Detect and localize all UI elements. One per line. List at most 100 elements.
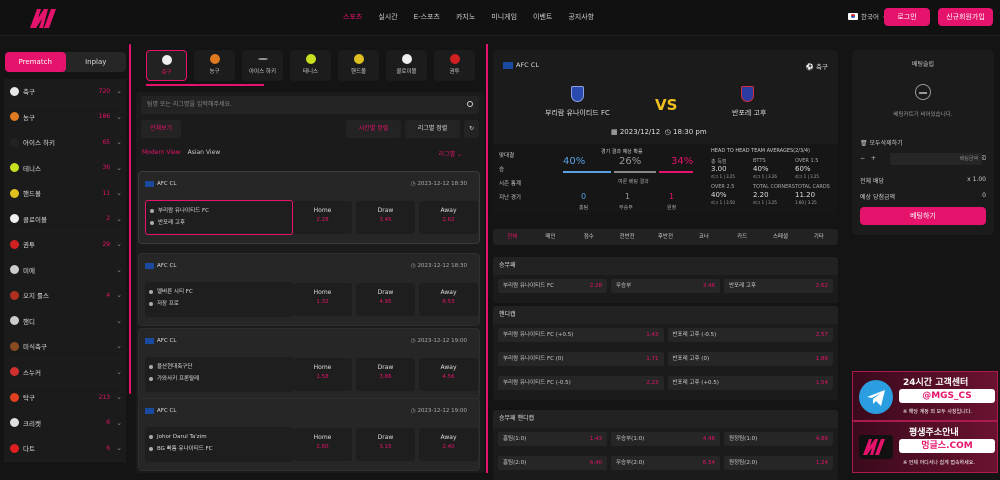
stat-label-last[interactable]: 지난 경기 [499,195,521,201]
plus-icon[interactable]: + [870,155,876,162]
sidebar-item-sport[interactable]: 농구 186 ⌄ [4,104,126,130]
odds-button[interactable]: Draw 3.86 [356,358,415,391]
match-list-scrollbar[interactable] [486,44,488,473]
odds-button[interactable]: Home 1.32 [293,283,352,316]
odds-button[interactable]: 부리람 유나이티드 FC (-0.5) 2.23 [498,376,664,390]
clear-all-button[interactable]: 🗑 모두삭제하기 [860,140,903,147]
tab-market[interactable]: 스페셜 [772,234,789,240]
odds-button[interactable]: Home 1.58 [293,358,352,391]
show-all-button[interactable]: 전체보기 [141,120,181,138]
nav-live[interactable]: 실시간 [378,13,398,21]
sidebar-item-sport[interactable]: 핸디 ⌄ [4,308,126,334]
odds-button[interactable]: 부리람 유나이티드 FC (+0.5) 1.43 [498,328,664,342]
tab-market[interactable]: 전체 [507,234,518,240]
tab-prematch[interactable]: Prematch [5,52,66,72]
signup-button[interactable]: 신규회원가입 [938,8,993,26]
odds-button[interactable]: 부리람 유나이티드 FC 2.28 [498,279,607,293]
modern-view-option[interactable]: Modern View [142,149,181,156]
odds-button[interactable]: 무승부 3.46 [611,279,720,293]
asian-view-option[interactable]: Asian View [187,149,221,156]
sidebar-item-sport[interactable]: 미에 ⌄ [4,257,126,283]
sidebar-item-sport[interactable]: 다트 6 ⌄ [4,436,126,462]
stat-label-win[interactable]: 승 [499,167,505,173]
nav-minigame[interactable]: 미니게임 [491,13,518,21]
match-card[interactable]: AFC CL ◷ 2023-12-12 19:00 울산현대축구단 가와사키 프론탈레… [138,328,480,401]
tab-market[interactable]: 카드 [737,234,748,240]
sort-by-time-button[interactable]: 시간별 정렬 [346,120,401,138]
sidebar-item-sport[interactable]: 크리켓 6 ⌄ [4,410,126,436]
stake-input[interactable]: 베팅금액 [890,153,982,165]
odds-button[interactable]: 반포레 고후 (0) 1.86 [667,352,833,366]
sidebar-item-sport[interactable]: 스누커 ⌄ [4,359,126,385]
sidebar-item-sport[interactable]: 아이스 하키 65 ⌄ [4,130,126,156]
odds-button[interactable]: 원정팀(1:0) 4.86 [724,432,833,446]
sidebar-scrollbar[interactable] [129,44,131,394]
search-input[interactable]: 팀명 또는 리그명을 입력해주세요. [141,96,479,114]
odds-button[interactable]: 원정팀(2:0) 1.24 [724,456,833,470]
sport-tab[interactable]: 핸드볼 [338,50,379,81]
odds-button[interactable]: Draw 3.15 [356,428,415,461]
search-icon[interactable] [467,101,473,107]
odds-button[interactable]: 반포레 고후 2.62 [724,279,833,293]
tab-market[interactable]: 점수 [583,234,594,240]
odds-button[interactable]: Away 2.62 [419,201,478,234]
odds-button[interactable]: Home 2.60 [293,428,352,461]
sport-tab[interactable]: 권투 [434,50,475,81]
sport-tab[interactable]: 농구 [194,50,235,81]
odds-button[interactable]: 부리람 유나이티드 FC (0) 1.71 [498,352,664,366]
sidebar-item-sport[interactable]: 축구 720 ⌄ [4,79,126,105]
odds-button[interactable]: Away 6.53 [419,283,478,316]
nav-casino[interactable]: 카지노 [455,13,476,21]
nav-esports[interactable]: E-스포츠 [413,13,440,21]
sidebar-item-sport[interactable]: 탁구 213 ⌄ [4,385,126,411]
sidebar-item-sport[interactable]: 콜로이볼 2 ⌄ [4,206,126,232]
sidebar-item-sport[interactable]: 테니스 36 ⌄ [4,155,126,181]
odds-button[interactable]: Home 2.28 [293,201,352,234]
stat-label-h2h[interactable]: 맞대결 [499,153,515,159]
minus-icon[interactable]: − [860,155,866,162]
tab-market[interactable]: 기타 [813,234,824,240]
match-card[interactable]: AFC CL ◷ 2023-12-12 18:30 부리람 유나이티드 FC 반포레 … [138,171,480,244]
nav-sports[interactable]: 스포츠 [343,13,363,21]
sport-tab[interactable]: 축구 [146,50,187,81]
odds-button[interactable]: 홈팀(1:0) 1.43 [498,432,607,446]
brand-logo[interactable] [28,6,62,30]
odds-button[interactable]: 무승부(2:0) 6.34 [611,456,720,470]
odds-button[interactable]: 반포레 고후 (-0.5) 2.57 [667,328,833,342]
tab-inplay[interactable]: Inplay [85,58,107,66]
sidebar-item-sport[interactable]: 핸드볼 11 ⌄ [4,181,126,207]
tab-market[interactable]: 메인 [545,234,556,240]
match-card[interactable]: AFC CL ◷ 2023-12-12 19:00 Johor Darul Ta'z… [138,398,480,471]
league-filter-dropdown[interactable]: 리그별 ⌄ [438,151,463,158]
tab-market[interactable]: 전반전 [619,234,635,240]
odds-button[interactable]: 무승부(1:0) 4.46 [611,432,720,446]
login-button[interactable]: 로그인 [884,8,930,26]
nav-notice[interactable]: 공지사항 [568,13,595,21]
place-bet-button[interactable]: 베팅하기 [860,207,986,225]
odds-button[interactable]: Away 4.56 [419,358,478,391]
sort-by-league-button[interactable]: 리그별 정렬 [405,120,460,138]
sport-tab[interactable]: 테니스 [290,50,331,81]
sidebar-item-sport[interactable]: 권투 29 ⌄ [4,232,126,258]
sport-tab[interactable]: 콜로이볼 [386,50,427,81]
refresh-icon[interactable]: ↻ [464,120,479,138]
odds-button[interactable]: Draw 3.45 [356,201,415,234]
odds-button[interactable]: Away 2.40 [419,428,478,461]
sidebar-item-sport[interactable]: 미식축구 ⌄ [4,334,126,360]
odds-button[interactable]: 홈팀(2:0) 6.40 [498,456,607,470]
tab-market[interactable]: 코너 [698,234,709,240]
tab-market[interactable]: 후반전 [657,234,674,240]
address-banner[interactable]: 평생주소안내 멍글스.COM ※ 언제 어디서나 쉽게 접속하세요. [852,421,998,473]
sport-tab[interactable]: 아이스 하키 [242,50,283,81]
sidebar-item-sport[interactable]: 오지 룰스 4 ⌄ [4,283,126,309]
support-banner[interactable]: 24시간 고객센터 @MGS_CS ※ 해당 계정 외 모두 사칭입니다. [852,371,998,421]
nav-event[interactable]: 이벤트 [533,13,553,21]
language-select[interactable]: 한국어 ⌄ [848,11,887,21]
odds-button[interactable]: Draw 4.95 [356,283,415,316]
stat-label-season[interactable]: 시즌 통계 [499,181,521,187]
